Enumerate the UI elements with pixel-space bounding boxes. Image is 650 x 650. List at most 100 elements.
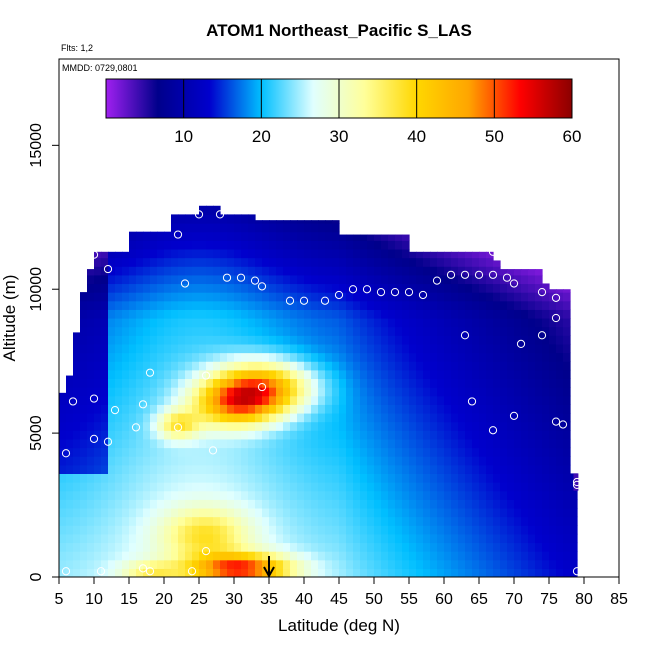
heatmap-cell <box>381 430 389 440</box>
heatmap-cell <box>451 464 459 474</box>
heatmap-cell <box>311 533 319 544</box>
heatmap-cell <box>360 473 368 483</box>
heatmap-cell <box>297 361 305 371</box>
heatmap-cell <box>157 274 165 285</box>
heatmap-cell <box>395 490 403 500</box>
heatmap-cell <box>192 335 200 345</box>
heatmap-cell <box>108 438 116 449</box>
heatmap-cell <box>500 507 508 518</box>
heatmap-cell <box>332 223 340 233</box>
heatmap-cell <box>80 395 88 405</box>
heatmap-cell <box>367 568 375 577</box>
heatmap-cell <box>269 438 277 449</box>
sample-point <box>404 288 414 297</box>
heatmap-cell <box>339 447 347 457</box>
heatmap-cell <box>185 395 193 405</box>
heatmap-cell <box>332 430 340 440</box>
heatmap-cell <box>234 318 242 328</box>
heatmap-cell <box>178 507 186 518</box>
heatmap-cell <box>367 387 375 397</box>
heatmap-cell <box>465 300 473 310</box>
heatmap-cell <box>493 274 501 285</box>
heatmap-cell <box>80 559 88 569</box>
heatmap-cell <box>458 378 466 388</box>
heatmap-cell <box>458 404 466 414</box>
heatmap-cell <box>437 266 445 276</box>
heatmap-cell <box>129 568 137 577</box>
heatmap-cell <box>80 551 88 561</box>
heatmap-cell <box>521 361 529 371</box>
heatmap-cell <box>227 352 235 362</box>
heatmap-cell <box>402 387 410 397</box>
heatmap-cell <box>465 542 473 552</box>
heatmap-cell <box>220 318 228 328</box>
heatmap-cell <box>283 220 291 224</box>
heatmap-cell <box>437 412 445 423</box>
heatmap-cell <box>360 274 368 285</box>
heatmap-cell <box>416 499 424 509</box>
sample-point <box>208 446 218 455</box>
heatmap-cell <box>563 309 571 319</box>
heatmap-cell <box>346 395 354 405</box>
heatmap-cell <box>157 318 165 328</box>
heatmap-cell <box>80 499 88 509</box>
heatmap-cell <box>115 266 123 276</box>
heatmap-cell <box>185 551 193 561</box>
heatmap-cell <box>192 318 200 328</box>
heatmap-cell <box>374 490 382 500</box>
heatmap-cell <box>276 335 284 345</box>
heatmap-cell <box>332 516 340 526</box>
heatmap-cell <box>311 257 319 267</box>
heatmap-cell <box>325 525 333 535</box>
heatmap-cell <box>318 335 326 345</box>
heatmap-cell <box>122 343 130 354</box>
heatmap-cell <box>346 430 354 440</box>
heatmap-cell <box>185 318 193 328</box>
heatmap-cell <box>241 309 249 319</box>
heatmap-cell <box>437 309 445 319</box>
heatmap-cell <box>178 300 186 310</box>
heatmap-cell <box>514 335 522 345</box>
heatmap-cell <box>143 438 151 449</box>
heatmap-cell <box>472 499 480 509</box>
heatmap-cell <box>542 309 550 319</box>
heatmap-cell <box>514 395 522 405</box>
heatmap-cell <box>290 369 298 380</box>
heatmap-cell <box>507 464 515 474</box>
heatmap-cell <box>514 378 522 388</box>
x-tick-label: 60 <box>435 591 453 608</box>
heatmap-cell <box>304 456 312 466</box>
heatmap-cell <box>423 421 431 431</box>
sample-point <box>509 279 519 288</box>
heatmap-cell <box>486 482 494 492</box>
heatmap-cell <box>479 369 487 380</box>
heatmap-cell <box>409 300 417 310</box>
heatmap-cell <box>507 482 515 492</box>
heatmap-cell <box>556 352 564 362</box>
heatmap-cell <box>402 568 410 577</box>
heatmap-cell <box>94 395 102 405</box>
heatmap-cell <box>199 361 207 371</box>
heatmap-cell <box>388 274 396 285</box>
heatmap-cell <box>185 525 193 535</box>
heatmap-cell <box>318 404 326 414</box>
heatmap-cell <box>269 223 277 233</box>
heatmap-cell <box>451 369 459 380</box>
heatmap-cell <box>178 533 186 544</box>
heatmap-cell <box>444 551 452 561</box>
heatmap-cell <box>213 274 221 285</box>
heatmap-cell <box>101 447 109 457</box>
heatmap-cell <box>164 482 172 492</box>
heatmap-cell <box>353 430 361 440</box>
heatmap-cell <box>185 421 193 431</box>
heatmap-cell <box>465 490 473 500</box>
heatmap-cell <box>269 248 277 259</box>
heatmap-cell <box>192 499 200 509</box>
heatmap-cell <box>276 525 284 535</box>
heatmap-cell <box>304 231 312 241</box>
heatmap-cell <box>381 482 389 492</box>
heatmap-cell <box>213 292 221 302</box>
heatmap-cell <box>157 551 165 561</box>
heatmap-cell <box>556 289 564 293</box>
heatmap-cell <box>465 257 473 267</box>
